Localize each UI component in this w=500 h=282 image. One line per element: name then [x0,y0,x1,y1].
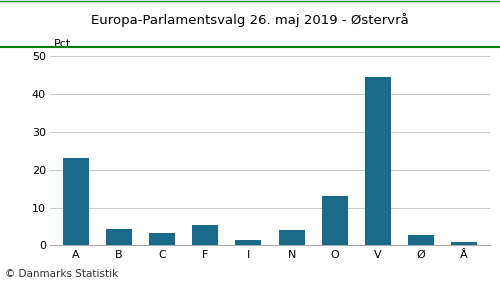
Bar [278,230,304,245]
Bar [451,242,477,245]
Bar [192,225,218,245]
Text: Europa-Parlamentsvalg 26. maj 2019 - Østervrå: Europa-Parlamentsvalg 26. maj 2019 - Øst… [91,13,409,27]
Bar [408,235,434,245]
Bar [236,240,262,245]
Text: © Danmarks Statistik: © Danmarks Statistik [5,269,118,279]
Bar [322,196,347,245]
Bar [365,77,391,245]
Bar [106,229,132,245]
Bar [63,158,89,245]
Bar [149,233,175,245]
Text: Pct.: Pct. [54,39,75,49]
